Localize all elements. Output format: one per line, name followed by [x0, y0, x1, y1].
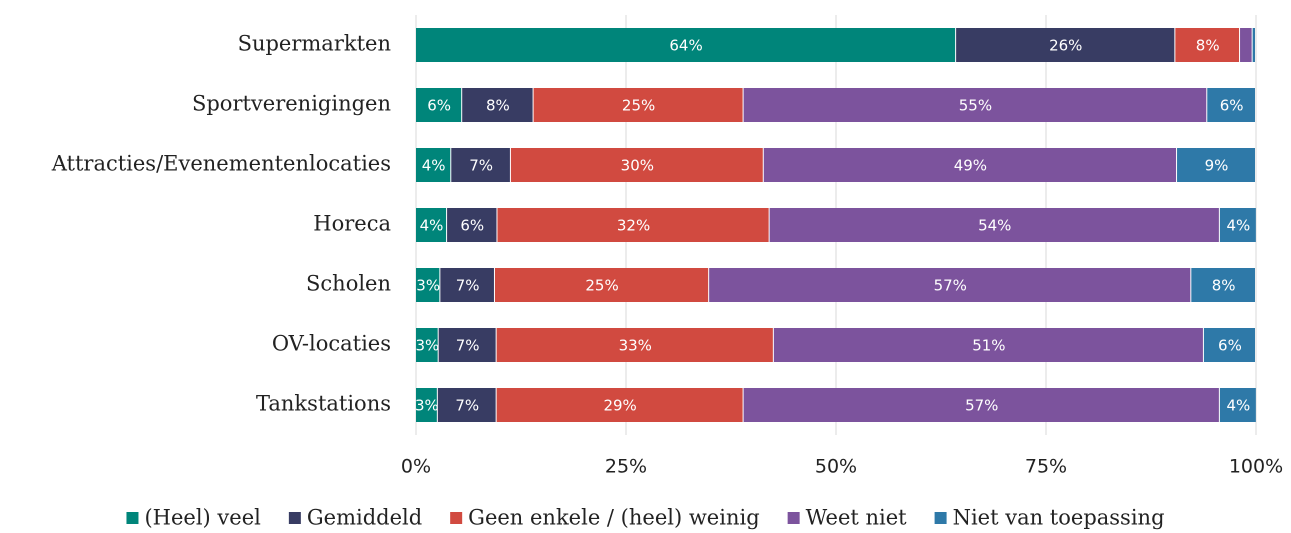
bar-segment: [416, 28, 956, 62]
category-label: Tankstations: [256, 392, 391, 416]
category-label: OV-locaties: [272, 332, 391, 356]
bar-segment: [416, 208, 447, 242]
x-tick-label: 0%: [401, 456, 431, 478]
bar-segment: [451, 148, 510, 182]
value-label: 6%: [1220, 97, 1244, 115]
value-label: 57%: [965, 397, 998, 415]
bar-segment: [1207, 88, 1255, 122]
bar-segment: [416, 268, 440, 302]
x-tick-label: 50%: [815, 456, 857, 478]
bar-segment: [1177, 148, 1255, 182]
bar-segment: [956, 28, 1175, 62]
value-label: 49%: [954, 157, 987, 175]
bar-segment: [1219, 208, 1256, 242]
category-label: Horeca: [313, 212, 391, 236]
value-label: 3%: [416, 277, 440, 295]
bar-segment: [743, 388, 1219, 422]
legend-label: Niet van toepassing: [953, 506, 1165, 530]
value-label: 4%: [1226, 217, 1250, 235]
category-label: Scholen: [306, 272, 391, 296]
bar-segment: [496, 388, 743, 422]
bar-segment: [447, 208, 497, 242]
bar-segment: [497, 208, 769, 242]
bar-segment: [743, 88, 1207, 122]
legend-swatch: [126, 512, 139, 524]
value-label: 4%: [1226, 397, 1250, 415]
value-label: 8%: [1212, 277, 1236, 295]
value-label: 54%: [978, 217, 1011, 235]
value-label: 33%: [619, 337, 652, 355]
category-label: Attracties/Evenementenlocaties: [51, 152, 391, 176]
value-label: 51%: [972, 337, 1005, 355]
category-label: Sportverenigingen: [192, 92, 391, 116]
value-label: 26%: [1049, 37, 1082, 55]
value-label: 8%: [486, 97, 510, 115]
bar-segment: [510, 148, 763, 182]
value-label: 7%: [456, 277, 480, 295]
value-label: 9%: [1205, 157, 1229, 175]
legend-swatch: [288, 512, 301, 524]
bar-segment: [494, 268, 709, 302]
value-label: 3%: [415, 337, 439, 355]
bar-segment: [1219, 388, 1256, 422]
bar-segment: [773, 328, 1203, 362]
legend-label: Weet niet: [806, 506, 908, 530]
value-label: 7%: [469, 157, 493, 175]
bar-segment: [763, 148, 1177, 182]
x-tick-label: 75%: [1025, 456, 1067, 478]
bar-segment: [1252, 28, 1255, 62]
bar-segment: [416, 88, 462, 122]
value-label: 55%: [959, 97, 992, 115]
x-tick-label: 25%: [605, 456, 647, 478]
bar-segment: [437, 388, 496, 422]
legend-label: Geen enkele / (heel) weinig: [468, 506, 759, 530]
category-label: Supermarkten: [238, 32, 391, 56]
value-label: 6%: [460, 217, 484, 235]
value-label: 7%: [455, 397, 479, 415]
value-label: 25%: [622, 97, 655, 115]
value-label: 32%: [617, 217, 650, 235]
value-label: 25%: [585, 277, 618, 295]
legend-swatch: [450, 512, 463, 524]
bar-segment: [1175, 28, 1240, 62]
legend-swatch: [934, 512, 947, 524]
value-label: 29%: [603, 397, 636, 415]
value-label: 30%: [621, 157, 654, 175]
bar-segment: [462, 88, 533, 122]
bar-segment: [438, 328, 496, 362]
value-label: 3%: [415, 397, 439, 415]
value-label: 4%: [420, 217, 444, 235]
bar-segment: [496, 328, 773, 362]
legend-label: (Heel) veel: [144, 506, 261, 530]
value-label: 7%: [456, 337, 480, 355]
value-label: 8%: [1196, 37, 1220, 55]
bar-segment: [440, 268, 494, 302]
bar-segment: [416, 328, 438, 362]
bar-segment: [416, 148, 451, 182]
bar-segment: [1191, 268, 1255, 302]
bar-segment: [1240, 28, 1252, 62]
value-label: 64%: [669, 37, 702, 55]
bar-segment: [416, 388, 437, 422]
value-label: 6%: [427, 97, 451, 115]
bar-segment: [533, 88, 743, 122]
value-label: 4%: [422, 157, 446, 175]
bar-segment: [1203, 328, 1255, 362]
legend-label: Gemiddeld: [307, 506, 422, 530]
bar-segment: [709, 268, 1191, 302]
x-tick-label: 100%: [1229, 456, 1283, 478]
value-label: 57%: [934, 277, 967, 295]
legend-swatch: [787, 512, 800, 524]
value-label: 6%: [1218, 337, 1242, 355]
bar-segment: [769, 208, 1219, 242]
